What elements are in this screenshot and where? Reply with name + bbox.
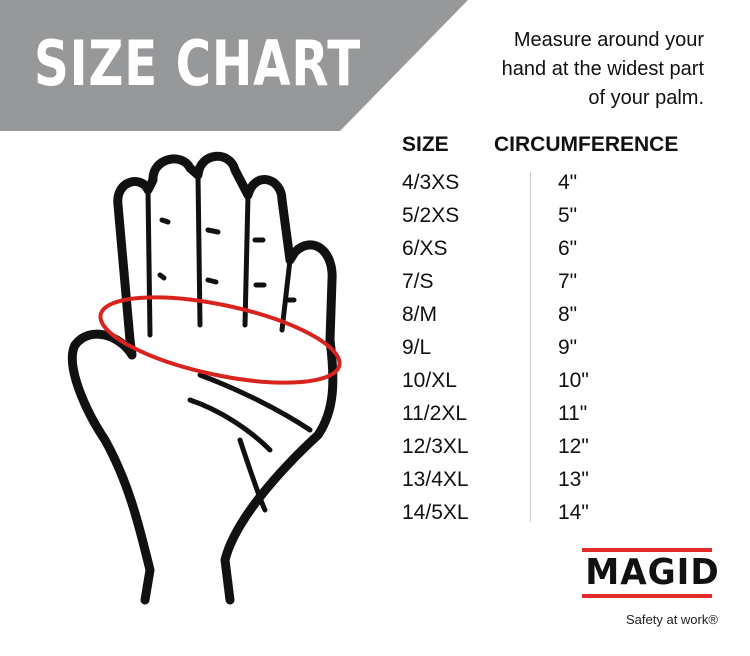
column-divider xyxy=(530,172,531,522)
circumference-cell: 13" xyxy=(558,468,589,491)
size-cell: 7/S xyxy=(402,270,434,293)
size-cell: 10/XL xyxy=(402,369,457,392)
size-cell: 8/M xyxy=(402,303,438,326)
size-cell: 5/2XS xyxy=(402,204,460,227)
circumference-cell: 12" xyxy=(558,435,589,458)
page-title: SIZE CHART xyxy=(34,27,362,100)
size-column: 4/3XS 5/2XS 6/XS 7/S 8/M 9/L 10/XL 11/2XL 12/3XL… xyxy=(402,166,469,529)
logo-bar xyxy=(582,548,712,552)
size-header: SIZE xyxy=(402,133,449,156)
circumference-column: 4" 5" 6" 7" 8" 9" 10" 11" 12" 13" 14" xyxy=(558,166,589,529)
circumference-cell: 9" xyxy=(558,336,578,359)
circumference-cell: 14" xyxy=(558,501,589,524)
circumference-header: CIRCUMFERENCE xyxy=(494,133,679,156)
circumference-cell: 7" xyxy=(558,270,578,293)
circumference-cell: 10" xyxy=(558,369,589,392)
size-cell: 13/4XL xyxy=(402,468,469,491)
logo-wordmark: MAGID xyxy=(585,552,720,593)
size-cell: 12/3XL xyxy=(402,435,469,458)
size-cell: 4/3XS xyxy=(402,171,460,194)
logo-tagline: Safety at work® xyxy=(626,612,718,627)
circumference-cell: 5" xyxy=(558,204,578,227)
size-cell: 6/XS xyxy=(402,237,448,260)
circumference-cell: 6" xyxy=(558,237,578,260)
circumference-cell: 4" xyxy=(558,171,578,194)
logo-bar xyxy=(582,594,712,598)
size-cell: 9/L xyxy=(402,336,432,359)
size-cell: 14/5XL xyxy=(402,501,469,524)
magid-logo: MAGID xyxy=(582,548,720,598)
instruction-line: of your palm. xyxy=(588,87,704,109)
instruction-line: hand at the widest part xyxy=(501,58,704,80)
hand-measure-icon xyxy=(67,151,342,605)
measure-instructions: Measure around your hand at the widest p… xyxy=(404,26,704,113)
size-cell: 11/2XL xyxy=(402,402,467,425)
instruction-line: Measure around your xyxy=(513,29,704,51)
circumference-cell: 8" xyxy=(558,303,578,326)
circumference-cell: 11" xyxy=(558,402,588,425)
